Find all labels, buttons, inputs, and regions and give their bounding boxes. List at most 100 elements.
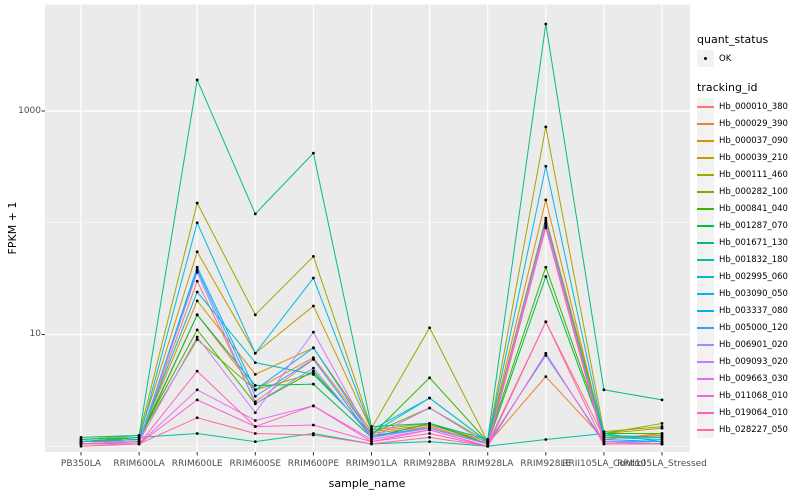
data-point <box>312 404 315 408</box>
legend-line-swatch-icon <box>697 105 714 108</box>
y-tick-label-10: 10 <box>29 329 41 339</box>
data-point <box>253 394 257 398</box>
legend-line-swatch-icon <box>697 360 714 363</box>
data-point <box>602 388 606 392</box>
data-point <box>370 438 373 441</box>
x-tick-label: RRIM600SE <box>229 459 282 469</box>
legend-entry: Hb_009093_020 <box>697 353 799 370</box>
data-point <box>195 270 199 274</box>
data-point <box>544 265 548 269</box>
data-point <box>253 212 257 216</box>
data-point <box>253 440 257 444</box>
legend-entry: Hb_000841_040 <box>697 200 799 217</box>
data-point <box>195 265 199 269</box>
legend-entry: Hb_001671_130 <box>697 234 799 251</box>
data-point <box>312 346 315 350</box>
data-point <box>602 440 606 444</box>
data-point <box>486 438 490 441</box>
legend-entry: Hb_000282_100 <box>697 183 799 200</box>
data-point <box>312 304 315 308</box>
legend-key-swatch <box>697 421 714 438</box>
legend-line-swatch-icon <box>697 224 714 227</box>
legend-entry: Hb_001287_070 <box>697 217 799 234</box>
data-point <box>660 436 664 439</box>
data-point <box>544 275 548 278</box>
data-point <box>602 438 606 441</box>
data-point <box>486 442 490 446</box>
data-point <box>253 351 257 355</box>
legend-label: Hb_000111_460 <box>719 169 788 180</box>
data-point <box>79 442 83 446</box>
data-point <box>312 366 315 370</box>
data-point <box>544 438 548 441</box>
legend-entry: Hb_000111_460 <box>697 166 799 183</box>
data-point <box>312 423 315 427</box>
legend-entry: Hb_009663_030 <box>697 370 799 387</box>
legend-line-swatch-icon <box>697 343 714 346</box>
data-point <box>195 416 199 420</box>
legend-line-swatch-icon <box>697 292 714 295</box>
legend-label: Hb_001287_070 <box>719 220 788 231</box>
legend-line-swatch-icon <box>697 241 714 244</box>
legend-entry: Hb_000010_380 <box>697 98 799 115</box>
data-point <box>137 440 141 444</box>
legend-label: Hb_028227_050 <box>719 424 788 435</box>
data-point <box>544 198 548 202</box>
x-tick-label: RRII105LA_Control <box>562 459 646 469</box>
legend-label: Hb_011068_010 <box>719 390 788 401</box>
legend-key-swatch <box>697 336 714 353</box>
legend-line-swatch-icon <box>697 309 714 312</box>
data-point <box>660 442 664 446</box>
data-point <box>137 442 141 446</box>
legend-entry: Hb_005000_120 <box>697 319 799 336</box>
data-point <box>253 425 257 428</box>
y-tick-label-1000: 1000 <box>18 106 41 116</box>
legend-key-swatch <box>697 166 714 183</box>
legend-line-swatch-icon <box>697 258 714 261</box>
x-tick-label: RRII105LA_Stressed <box>617 459 707 469</box>
data-point <box>370 428 373 432</box>
data-point <box>544 125 548 129</box>
legend-label: Hb_009663_030 <box>719 373 788 384</box>
data-point <box>428 436 431 439</box>
legend-label: Hb_006901_020 <box>719 339 788 350</box>
legend-key-swatch <box>697 115 714 132</box>
legend-line-swatch-icon <box>697 122 714 125</box>
legend-key-swatch <box>697 234 714 251</box>
data-point <box>195 369 199 373</box>
data-point <box>312 151 315 155</box>
legend-entry: Hb_003090_050 <box>697 285 799 302</box>
data-point <box>312 254 315 258</box>
point-symbol-icon <box>704 57 708 61</box>
legend-line-swatch-icon <box>697 139 714 142</box>
legend-entry: Hb_000037_090 <box>697 132 799 149</box>
data-point <box>195 398 199 402</box>
legend-key-swatch <box>697 183 714 200</box>
data-point <box>428 376 431 380</box>
legend-key-swatch <box>697 149 714 166</box>
data-point <box>195 313 199 317</box>
data-point <box>79 440 83 444</box>
data-point <box>195 201 199 205</box>
legend-key-swatch <box>697 353 714 370</box>
legend-entry: Hb_019064_010 <box>697 404 799 421</box>
x-tick-label: RRIM928LA <box>461 459 514 469</box>
data-point <box>195 328 199 332</box>
legend-label: Hb_001832_180 <box>719 254 788 265</box>
legend-label: Hb_000037_090 <box>719 135 788 146</box>
y-axis-title: FPKM + 1 <box>6 201 19 255</box>
data-point <box>370 442 373 446</box>
data-point <box>602 434 606 437</box>
legend-label: Hb_000282_100 <box>719 186 788 197</box>
legend-label: Hb_003337_080 <box>719 305 788 316</box>
legend-line-swatch-icon <box>697 377 714 380</box>
data-point <box>660 440 664 444</box>
data-point <box>137 434 141 437</box>
data-point <box>428 326 431 330</box>
data-point <box>660 425 664 428</box>
data-point <box>486 444 490 448</box>
data-point <box>544 218 548 222</box>
legend-entry-ok: OK <box>697 50 799 67</box>
data-point <box>79 438 83 441</box>
data-point <box>312 369 315 373</box>
